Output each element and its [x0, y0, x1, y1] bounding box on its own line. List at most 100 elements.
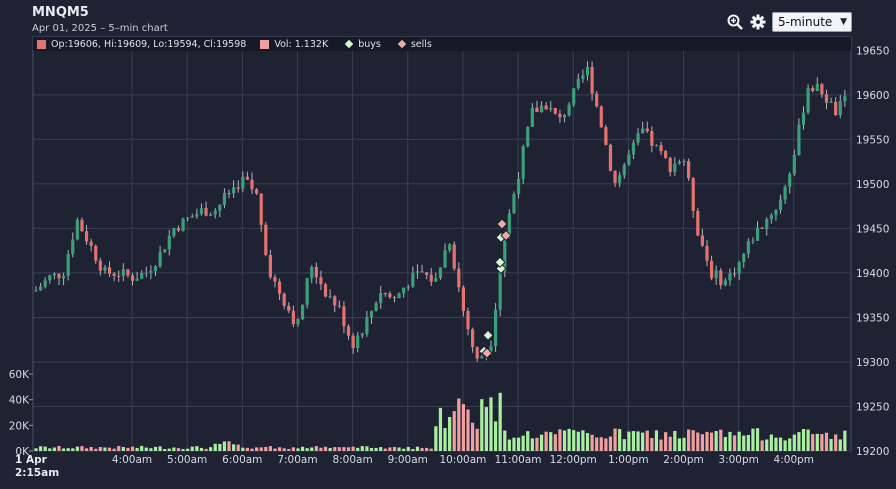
candle-body [232, 187, 236, 194]
volume-bar [406, 446, 410, 451]
legend-sells[interactable]: sells [395, 39, 432, 50]
volume-tick-label: 20K [9, 420, 30, 432]
sell-marker [481, 347, 493, 359]
volume-bar [98, 446, 102, 451]
candle-body [834, 101, 838, 116]
candlesticks [34, 61, 847, 362]
candle-body [700, 235, 704, 246]
y-tick-label: 19600 [856, 90, 889, 102]
volume-bar [429, 448, 433, 451]
volume-bar [71, 448, 75, 451]
candle-body [222, 193, 227, 205]
candle-body [337, 305, 341, 307]
candle-body [682, 161, 686, 163]
volume-bar [590, 434, 594, 451]
volume-bar [824, 432, 829, 451]
candle-body [255, 189, 259, 194]
volume-bar [443, 428, 447, 451]
candle-body [507, 213, 511, 237]
candle-body [98, 260, 102, 271]
volume-bar [581, 430, 585, 451]
zoom-in-icon[interactable] [726, 13, 744, 31]
volume-bar [52, 447, 56, 451]
volume-bar [636, 431, 640, 451]
x-tick-label: 12:00pm [550, 454, 597, 466]
candle-body [351, 335, 355, 349]
volume-bar [172, 447, 176, 451]
interval-select[interactable]: 5-minute ▼ [772, 12, 852, 32]
candle-body [452, 244, 456, 269]
buy-marker [482, 329, 494, 341]
candle-body [268, 254, 272, 278]
volume-bar [232, 444, 236, 451]
volume-bar [337, 447, 341, 451]
volume-bar [544, 431, 548, 451]
volume-bar [420, 448, 424, 451]
candle-body [213, 210, 217, 215]
volume-bar [250, 448, 254, 451]
trade-markers [478, 218, 512, 359]
candle-body [778, 199, 783, 210]
volume-bar [521, 435, 525, 451]
x-tick-label: 1:00pm [608, 454, 648, 466]
volume-bar [190, 446, 194, 451]
y-tick-label: 19400 [856, 268, 889, 280]
candle-body [608, 144, 613, 171]
candle-body [84, 231, 89, 242]
volume-bar [792, 434, 796, 451]
candle-body [498, 271, 502, 310]
volume-bar [149, 448, 153, 451]
candle-body [420, 271, 424, 273]
candle-body [613, 170, 617, 183]
candle-body [558, 113, 562, 118]
gear-icon[interactable] [749, 13, 767, 31]
volume-bar [241, 447, 245, 451]
candle-body [75, 219, 79, 240]
candle-body [195, 213, 199, 217]
volume-bar [415, 446, 420, 451]
volume-bar [783, 440, 787, 451]
x-tick-label: 11:00am [495, 454, 542, 466]
legend-buys[interactable]: buys [342, 39, 381, 50]
volume-bar [126, 447, 130, 451]
volume-bar [43, 446, 47, 451]
candle-body [503, 236, 507, 272]
volume-bar [273, 448, 277, 451]
volume-bar [383, 448, 387, 451]
volume-bar [351, 446, 355, 451]
candle-body [475, 347, 479, 359]
candle-body [236, 187, 240, 189]
candle-body [737, 262, 741, 274]
candle-body [562, 115, 567, 118]
candle-body [521, 146, 525, 179]
candle-body [820, 84, 824, 95]
candle-body [709, 260, 714, 279]
candle-body [397, 293, 401, 299]
candle-body [199, 207, 204, 214]
volume-bar [186, 448, 190, 451]
volume-bar [402, 448, 406, 451]
volume-swatch [260, 39, 270, 49]
candle-body [287, 305, 291, 311]
candle-body [742, 253, 746, 263]
candle-body [471, 329, 475, 348]
buy-marker-icon [344, 39, 354, 49]
candle-body [333, 296, 337, 306]
candle-body [636, 133, 640, 143]
volume-bar [227, 441, 231, 451]
volume-bar [843, 430, 847, 451]
candle-body [369, 311, 374, 318]
volume-bar [255, 447, 259, 451]
candle-body [241, 176, 245, 189]
volume-bar [314, 446, 318, 451]
volume-bar [572, 430, 576, 451]
candle-body [163, 249, 167, 253]
candle-body [677, 161, 682, 164]
volume-bar [595, 437, 599, 451]
volume-bar [167, 448, 171, 451]
volume-bar [608, 436, 613, 451]
candle-body [126, 269, 130, 276]
time-axis: 4:00am 5:00am 6:00am 7:00am 8:00am 9:00am 10:0… [15, 454, 814, 479]
candle-body [732, 273, 737, 275]
